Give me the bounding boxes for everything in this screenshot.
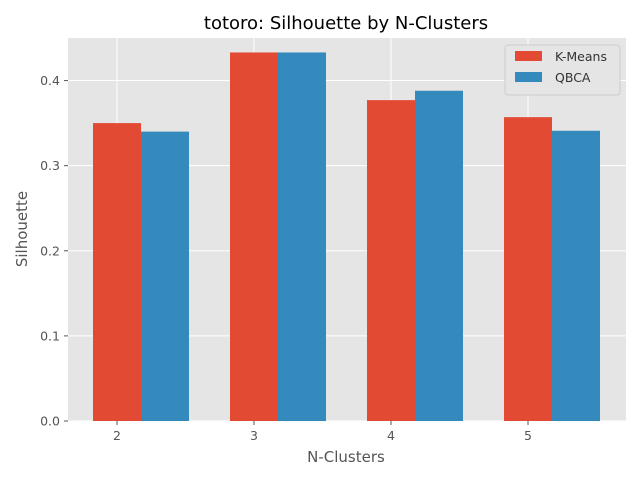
y-tick-label: 0.4 xyxy=(40,73,60,88)
x-tick-label: 4 xyxy=(387,428,395,443)
bars xyxy=(93,52,600,422)
legend: K-Means QBCA xyxy=(504,44,621,96)
legend-swatch-kmeans xyxy=(515,51,542,61)
tick-labels: 0.0 0.1 0.2 0.3 0.4 2 3 4 5 xyxy=(40,73,532,443)
bar-k-means-2 xyxy=(93,123,141,421)
legend-label-kmeans: K-Means xyxy=(555,49,607,64)
y-tick-label: 0.1 xyxy=(40,328,60,343)
bar-qbca-5 xyxy=(552,130,600,421)
y-tick-label: 0.3 xyxy=(40,158,60,173)
x-tick-label: 2 xyxy=(113,428,121,443)
y-axis-label: Silhouette xyxy=(13,191,31,267)
x-tick-label: 3 xyxy=(250,428,258,443)
bar-k-means-5 xyxy=(504,117,552,422)
y-tick-label: 0.2 xyxy=(40,243,60,258)
bar-qbca-4 xyxy=(415,90,463,421)
y-tick-label: 0.0 xyxy=(40,414,60,429)
legend-label-qbca: QBCA xyxy=(555,70,591,85)
legend-swatch-qbca xyxy=(515,72,542,82)
bar-qbca-3 xyxy=(278,52,326,422)
chart-title: totoro: Silhouette by N-Clusters xyxy=(204,13,488,34)
x-tick-label: 5 xyxy=(524,428,532,443)
x-axis-label: N-Clusters xyxy=(307,448,385,466)
bar-k-means-4 xyxy=(367,100,415,422)
bar-qbca-2 xyxy=(141,131,189,421)
bar-k-means-3 xyxy=(230,52,278,422)
